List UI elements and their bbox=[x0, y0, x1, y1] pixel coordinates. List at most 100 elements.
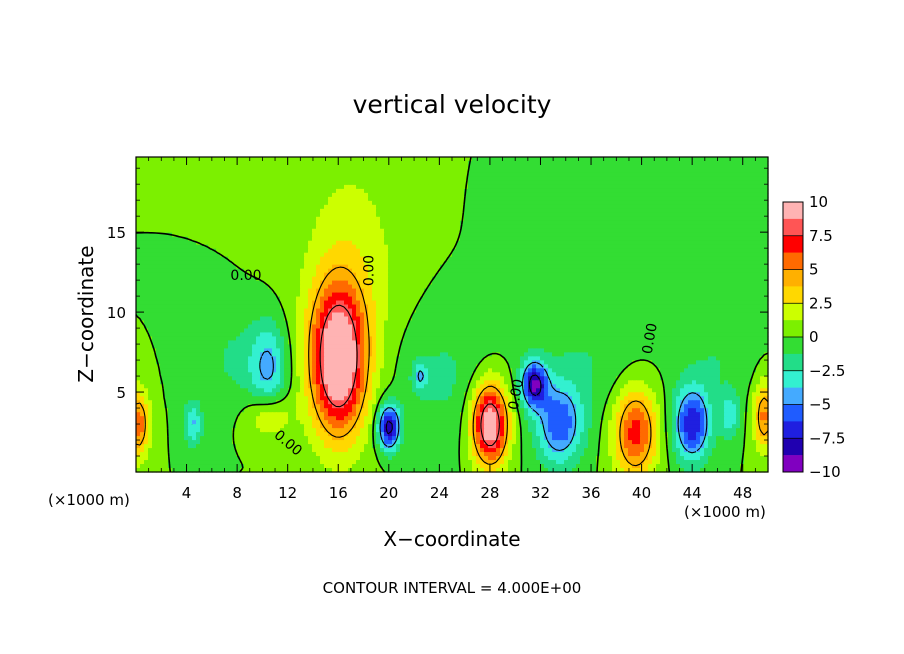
heat-cell bbox=[704, 216, 709, 222]
heat-cell bbox=[412, 212, 417, 218]
heat-cell bbox=[280, 212, 285, 218]
heat-cell bbox=[340, 256, 345, 262]
heat-cell bbox=[636, 264, 641, 270]
heat-cell bbox=[652, 272, 657, 278]
heat-cell bbox=[640, 164, 645, 170]
heat-cell bbox=[492, 208, 497, 214]
heat-cell bbox=[648, 252, 653, 258]
heat-cell bbox=[648, 160, 653, 166]
heat-cell bbox=[608, 268, 613, 274]
heat-cell bbox=[400, 168, 405, 174]
heat-cell bbox=[440, 244, 445, 250]
heat-cell bbox=[224, 280, 229, 286]
heat-cell bbox=[380, 232, 385, 238]
heat-cell bbox=[176, 180, 181, 186]
heat-cell bbox=[496, 236, 501, 242]
heat-cell bbox=[748, 157, 753, 162]
heat-cell bbox=[252, 252, 257, 258]
heat-cell bbox=[732, 252, 737, 258]
heat-cell bbox=[728, 200, 733, 206]
heat-cell bbox=[420, 236, 425, 242]
heat-cell bbox=[276, 232, 281, 238]
heat-cell bbox=[312, 236, 317, 242]
heat-cell bbox=[176, 164, 181, 170]
heat-cell bbox=[612, 228, 617, 234]
heat-cell bbox=[556, 276, 561, 282]
heat-cell bbox=[612, 260, 617, 266]
heat-cell bbox=[588, 188, 593, 194]
heat-cell bbox=[732, 160, 737, 166]
heat-cell bbox=[276, 216, 281, 222]
heat-cell bbox=[380, 260, 385, 266]
heat-cell bbox=[668, 268, 673, 274]
heat-cell bbox=[448, 264, 453, 270]
heat-cell bbox=[588, 256, 593, 262]
heat-cell bbox=[260, 192, 265, 198]
heat-cell bbox=[172, 216, 177, 222]
heat-cell bbox=[184, 168, 189, 174]
heat-cell bbox=[712, 164, 717, 170]
heat-cell bbox=[220, 160, 225, 166]
heat-cell bbox=[140, 228, 145, 234]
heat-cell bbox=[712, 216, 717, 222]
heat-cell bbox=[160, 248, 165, 254]
heat-cell bbox=[660, 176, 665, 182]
heat-cell bbox=[484, 252, 489, 258]
heat-cell bbox=[448, 164, 453, 170]
heat-cell bbox=[356, 244, 361, 250]
heat-cell bbox=[264, 272, 269, 278]
heat-cell bbox=[344, 236, 349, 242]
heat-cell bbox=[568, 228, 573, 234]
heat-cell bbox=[164, 208, 169, 214]
heat-cell bbox=[592, 240, 597, 246]
heat-cell bbox=[524, 212, 529, 218]
heat-cell bbox=[600, 244, 605, 250]
heat-cell bbox=[380, 216, 385, 222]
heat-cell bbox=[536, 184, 541, 190]
heat-cell bbox=[408, 192, 413, 198]
heat-cell bbox=[312, 228, 317, 234]
heat-cell bbox=[400, 208, 405, 214]
heat-cell bbox=[732, 204, 737, 210]
heat-cell bbox=[232, 200, 237, 206]
heat-cell bbox=[716, 232, 721, 238]
heat-cell bbox=[420, 252, 425, 258]
heat-cell bbox=[308, 204, 313, 210]
heat-cell bbox=[172, 168, 177, 174]
heat-cell bbox=[280, 256, 285, 262]
heat-cell bbox=[532, 188, 537, 194]
heat-cell bbox=[420, 224, 425, 230]
heat-cell bbox=[260, 216, 265, 222]
heat-cell bbox=[636, 164, 641, 170]
heat-cell bbox=[240, 168, 245, 174]
heat-cell bbox=[296, 252, 301, 258]
heat-cell bbox=[188, 168, 193, 174]
heat-cell bbox=[664, 164, 669, 170]
heat-cell bbox=[140, 216, 145, 222]
heat-cell bbox=[324, 200, 329, 206]
heat-cell bbox=[612, 192, 617, 198]
heat-cell bbox=[196, 268, 201, 274]
heat-cell bbox=[560, 224, 565, 230]
heat-cell bbox=[728, 252, 733, 258]
heat-cell bbox=[548, 224, 553, 230]
heat-cell bbox=[160, 180, 165, 186]
heat-cell bbox=[152, 212, 157, 218]
heat-cell bbox=[152, 160, 157, 166]
heat-cell bbox=[208, 212, 213, 218]
heat-cell bbox=[144, 160, 149, 166]
heat-cell bbox=[228, 212, 233, 218]
heat-cell bbox=[220, 224, 225, 230]
heat-cell bbox=[376, 172, 381, 178]
heat-cell bbox=[680, 268, 685, 274]
heat-cell bbox=[308, 208, 313, 214]
heat-cell bbox=[632, 264, 637, 270]
heat-cell bbox=[468, 164, 473, 170]
heat-cell bbox=[616, 196, 621, 202]
heat-cell bbox=[388, 180, 393, 186]
heat-cell bbox=[440, 224, 445, 230]
heat-cell bbox=[740, 220, 745, 226]
heat-cell bbox=[636, 268, 641, 274]
heat-cell bbox=[160, 168, 165, 174]
heat-cell bbox=[760, 192, 765, 198]
